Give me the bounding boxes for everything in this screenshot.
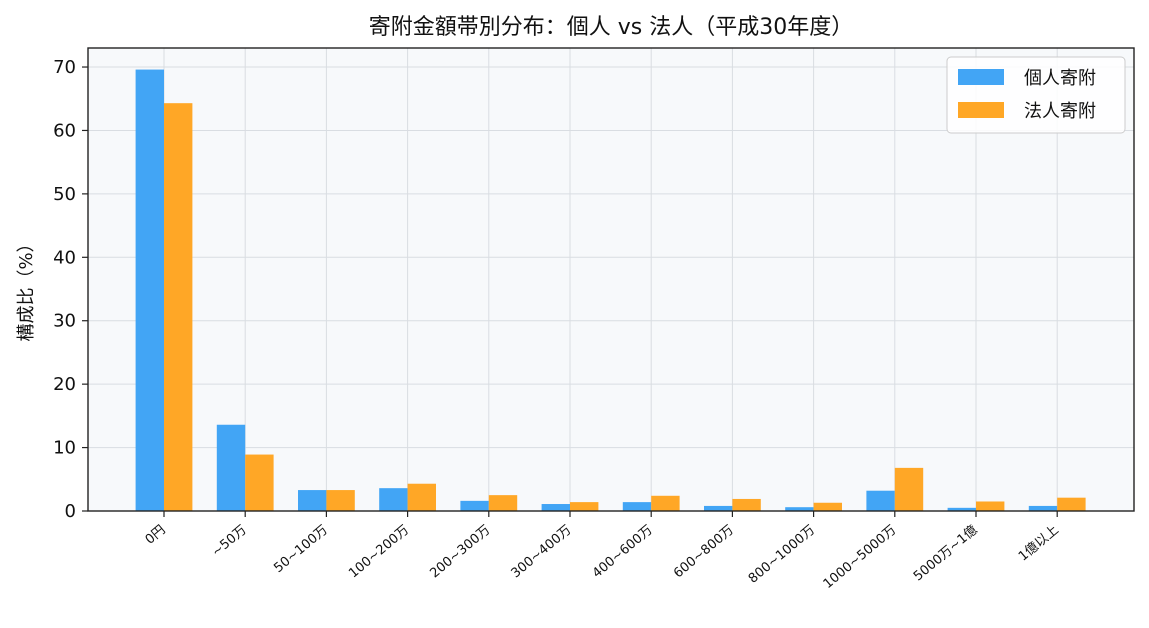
bar-individual	[379, 488, 408, 511]
legend-swatch	[958, 69, 1004, 85]
legend-swatch	[958, 102, 1004, 118]
bar-individual	[135, 69, 164, 511]
bar-individual	[298, 490, 327, 511]
bar-corporate	[407, 483, 436, 511]
bar-individual	[1028, 505, 1058, 511]
x-tick-label: 200~300万	[427, 523, 493, 582]
x-tick-label: ~50万	[209, 523, 250, 560]
bar-corporate	[245, 454, 274, 511]
y-tick-label: 10	[53, 438, 76, 459]
bar-corporate	[894, 467, 924, 511]
x-tick-label: 0円	[143, 523, 169, 548]
y-tick-label: 60	[53, 120, 76, 141]
x-tick-label: 800~1000万	[746, 523, 818, 587]
y-tick-label: 30	[53, 311, 76, 332]
x-tick-label: 1000~5000万	[821, 523, 900, 592]
bar-corporate	[813, 502, 842, 511]
bar-corporate	[164, 103, 193, 512]
y-tick-label: 70	[53, 57, 76, 78]
x-tick-label: 400~600万	[590, 523, 656, 582]
chart-title: 寄附金額帯別分布：個人 vs 法人（平成30年度）	[369, 15, 853, 40]
legend-label: 個人寄附	[1024, 68, 1096, 89]
y-tick-label: 50	[53, 184, 76, 205]
bar-individual	[216, 424, 246, 511]
x-axis-ticks: 0円 ~50万 50~100万 100~200万 200~300万 300~400万 400…	[143, 511, 1062, 592]
y-axis-label: 構成比（%）	[16, 234, 37, 341]
x-tick-label: 5000万~1億	[910, 522, 980, 585]
bar-corporate	[651, 495, 680, 511]
bar-corporate	[570, 502, 599, 511]
bar-individual	[785, 507, 814, 511]
x-tick-label: 50~100万	[271, 523, 331, 576]
bar-corporate	[1057, 497, 1086, 511]
x-tick-label: 300~400万	[509, 523, 575, 582]
bar-individual	[704, 505, 733, 511]
x-tick-label: 1億以上	[1015, 522, 1062, 565]
bar-corporate	[732, 498, 761, 511]
bar-individual	[866, 490, 895, 511]
bar-individual	[947, 507, 976, 511]
bars	[135, 69, 1086, 512]
y-tick-label: 0	[65, 501, 76, 522]
y-tick-label: 40	[53, 247, 76, 268]
plot-frame	[87, 47, 1135, 512]
bar-individual	[541, 504, 570, 511]
bar-corporate	[976, 501, 1005, 511]
legend-label: 法人寄附	[1024, 101, 1096, 122]
x-tick-label: 600~800万	[671, 523, 737, 582]
y-axis-ticks: 0 10 20 30 40 50 60 70	[53, 57, 88, 522]
bar-individual	[460, 500, 489, 511]
x-tick-label: 100~200万	[346, 523, 412, 582]
y-tick-label: 20	[53, 374, 76, 395]
bar-corporate	[488, 495, 518, 511]
bar-individual	[622, 502, 652, 511]
bar-corporate	[326, 490, 355, 511]
